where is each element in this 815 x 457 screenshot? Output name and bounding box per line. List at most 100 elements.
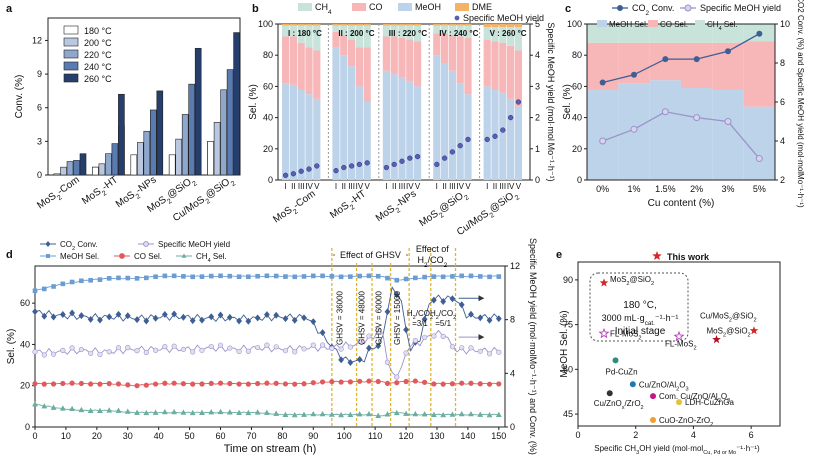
meoh-sel-point (422, 274, 427, 280)
bar-dme (448, 24, 456, 26)
legend-swatch (648, 20, 658, 27)
bar-ch4 (499, 27, 507, 43)
meoh-sel-point (199, 274, 205, 279)
yield-point (492, 133, 498, 139)
bar-dme (305, 24, 313, 26)
bar-co (355, 47, 363, 87)
bar-dme (406, 24, 414, 26)
bar-co (289, 36, 297, 85)
legend-marker (617, 5, 623, 11)
bar-co (282, 36, 290, 84)
temperature-tag: I : 180 °C (288, 29, 322, 38)
bar-240C (188, 83, 195, 176)
temperature-tag: V : 260 °C (490, 29, 527, 38)
co2-conv-point (97, 316, 103, 324)
meoh-yield-point (431, 333, 437, 339)
bar-ch4 (464, 25, 472, 39)
bar-meoh (456, 83, 464, 180)
meoh-yield-point (357, 338, 363, 344)
y2-tick-label: 2 (780, 175, 785, 185)
x-tick-label: 30 (123, 431, 133, 441)
yield-point (484, 136, 490, 143)
bar-dme (441, 24, 449, 26)
meoh-sel-point (144, 275, 149, 281)
meoh-sel-point (292, 274, 298, 280)
y2-tick-label: 2 (535, 113, 540, 123)
co-sel-point (199, 381, 205, 387)
bar-tick-label: I (385, 182, 387, 191)
ch4-sel-point (143, 409, 150, 416)
yield-point (434, 161, 440, 168)
legend-label: CO2 Conv. (632, 3, 674, 17)
co-sel-point (422, 379, 428, 385)
bar-dme (491, 24, 499, 28)
panel-b: b 0 20 40 60 80 100 0 1 2 3 4 5 Sel. (%) Specific MeOH… (248, 2, 556, 238)
panel-letter: b (252, 3, 259, 15)
x-axis-label: Specific CH3OH yield (mol·molCu, Pd or M… (594, 444, 760, 456)
bar-ch4 (514, 27, 522, 51)
bar-meoh (282, 83, 290, 180)
bar-co (297, 42, 305, 90)
legend-label: CH4 Sel. (707, 20, 738, 32)
legend-label: CO2 Conv. (60, 240, 98, 252)
bar-tick-label: III (499, 182, 506, 191)
meoh-sel-point (320, 273, 325, 279)
bar-meoh (514, 106, 522, 180)
meoh-yield-point (143, 349, 149, 356)
bar-tick-label: V (365, 182, 371, 191)
co-sel-point (208, 380, 214, 387)
meoh-yield-point (69, 345, 75, 351)
meoh-yield-point (599, 137, 607, 145)
bar-meoh-sel (649, 80, 681, 180)
co2-conv-point (264, 311, 270, 319)
ch4-sel-point (347, 411, 354, 418)
co2-conv-point (486, 316, 493, 324)
point-label: Cu/ZnOx/ZrO2 (594, 399, 644, 411)
bar-dme (514, 24, 522, 28)
yield-point (383, 164, 390, 171)
ch4-sel-point (69, 405, 76, 412)
co2-conv-line (34, 286, 500, 364)
co-sel-point (338, 379, 344, 385)
y-tick-label: 12 (32, 35, 42, 45)
ch4-sel-point (495, 411, 502, 417)
ch4-sel-point (421, 411, 428, 417)
h2co2-annotation: H2/CO2 (407, 309, 433, 321)
ch4-sel-point (301, 411, 307, 417)
meoh-sel-point (51, 284, 56, 289)
bar-ch4 (414, 25, 422, 42)
ch4-sel-point (152, 409, 159, 415)
meoh-yield-point (384, 359, 391, 365)
y2-tick-label: 8 (510, 315, 515, 325)
meoh-sel-point (357, 273, 362, 279)
co2-conv-point (41, 312, 48, 320)
ch4-sel-point (356, 411, 363, 417)
bar-meoh (313, 98, 321, 180)
meoh-yield-point (329, 345, 335, 351)
y2-tick-label: 0 (510, 422, 515, 432)
meoh-yield-point (199, 347, 205, 353)
ch4-sel-point (97, 407, 103, 414)
co2-conv-point (662, 56, 669, 63)
meoh-yield-point (60, 347, 66, 353)
ch4-sel-point (338, 411, 345, 418)
y-tick-label: 20 (20, 381, 30, 391)
co-sel-point (357, 378, 363, 384)
y-axis-label: Sel. (%) (6, 329, 17, 365)
bar-ch4 (491, 27, 499, 42)
legend-label: CH4 (315, 2, 332, 16)
ch4-sel-point (477, 411, 484, 417)
yield-point (364, 160, 370, 166)
bar-meoh (433, 55, 441, 181)
co-sel-point (375, 378, 381, 385)
co-sel-point (347, 379, 353, 385)
point-label: FL-MoS2 (610, 330, 642, 342)
y-tick-label: 80 (572, 50, 582, 60)
y-tick-label: 60 (263, 81, 273, 91)
x-tick-label: 1% (627, 184, 640, 194)
ch4-sel-point (124, 408, 131, 414)
meoh-yield-point (32, 349, 38, 355)
co2-conv-point (310, 318, 317, 326)
